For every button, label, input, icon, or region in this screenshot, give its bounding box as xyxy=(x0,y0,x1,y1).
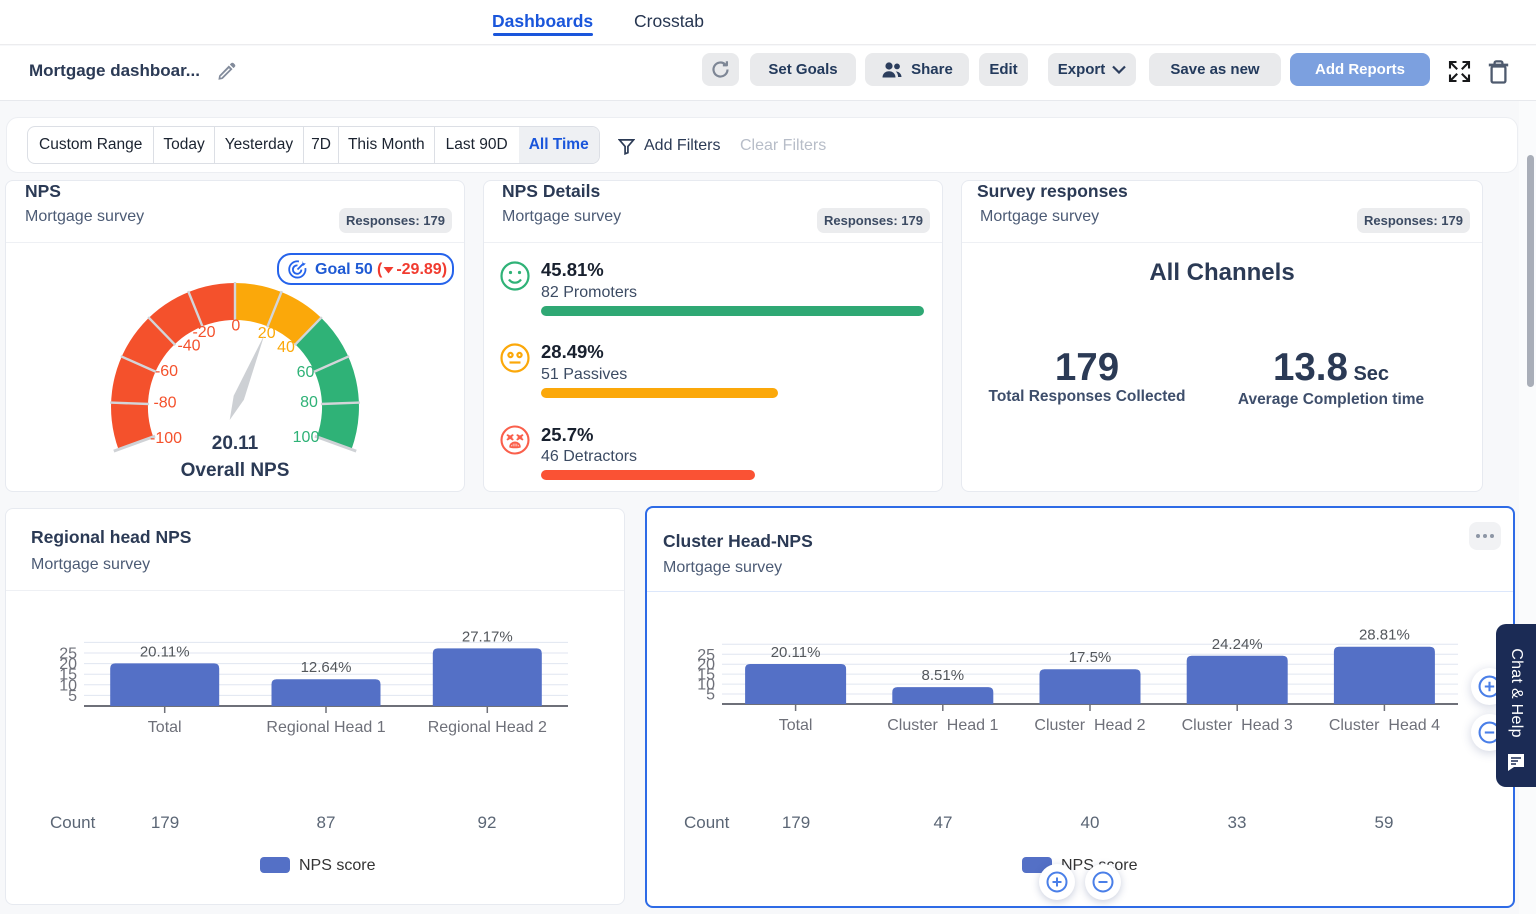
svg-text:20.11%: 20.11% xyxy=(771,644,821,661)
svg-text:Cluster Head 2: Cluster Head 2 xyxy=(1034,717,1145,734)
svg-text:80: 80 xyxy=(300,394,318,411)
svg-text:25: 25 xyxy=(697,647,715,664)
svg-text:27.17%: 27.17% xyxy=(462,628,513,645)
svg-text:-20: -20 xyxy=(192,324,215,341)
svg-text:15: 15 xyxy=(697,667,715,684)
svg-text:-100: -100 xyxy=(150,430,182,447)
svg-text:Cluster Head 1: Cluster Head 1 xyxy=(887,717,998,734)
svg-text:20.11%: 20.11% xyxy=(140,643,190,660)
svg-text:17.5%: 17.5% xyxy=(1069,649,1112,666)
svg-text:15: 15 xyxy=(59,667,77,684)
svg-text:-80: -80 xyxy=(153,395,176,412)
svg-text:5: 5 xyxy=(706,687,715,704)
svg-text:20: 20 xyxy=(697,657,715,674)
svg-text:10: 10 xyxy=(697,677,715,694)
svg-text:28.81%: 28.81% xyxy=(1359,627,1410,644)
svg-text:20: 20 xyxy=(258,325,276,342)
svg-text:Cluster Head 3: Cluster Head 3 xyxy=(1182,717,1293,734)
svg-text:25: 25 xyxy=(59,646,77,663)
svg-text:60: 60 xyxy=(297,364,315,381)
svg-text:-40: -40 xyxy=(177,338,200,355)
svg-text:12.64%: 12.64% xyxy=(301,659,352,676)
svg-text:-60: -60 xyxy=(155,363,178,380)
svg-text:10: 10 xyxy=(59,677,77,694)
svg-text:5: 5 xyxy=(68,688,77,705)
svg-text:Total: Total xyxy=(148,719,182,736)
svg-text:40: 40 xyxy=(277,339,295,356)
svg-text:0: 0 xyxy=(231,318,240,335)
svg-text:100: 100 xyxy=(293,429,320,446)
svg-text:8.51%: 8.51% xyxy=(922,667,965,684)
svg-text:Regional Head 1: Regional Head 1 xyxy=(266,719,385,736)
svg-text:Total: Total xyxy=(779,717,813,734)
svg-text:Cluster Head 4: Cluster Head 4 xyxy=(1329,717,1440,734)
svg-text:Regional Head 2: Regional Head 2 xyxy=(428,719,547,736)
svg-text:24.24%: 24.24% xyxy=(1212,636,1263,653)
svg-text:20: 20 xyxy=(59,656,77,673)
